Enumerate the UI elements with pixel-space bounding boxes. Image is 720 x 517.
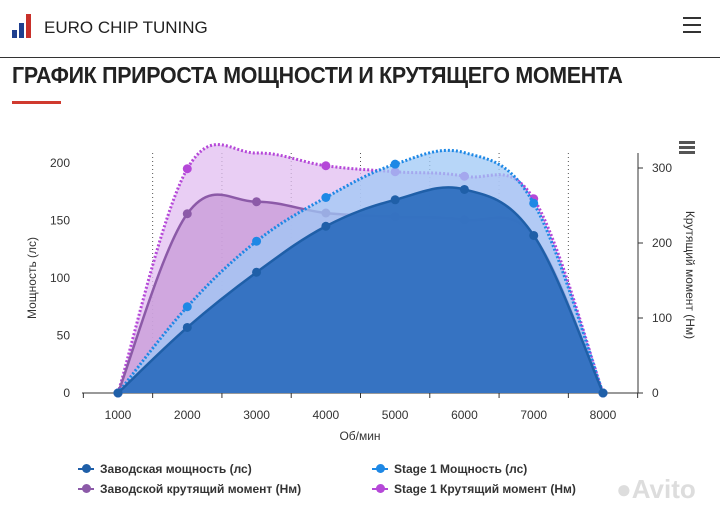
series-2-point [390, 159, 400, 169]
logo-icon [12, 14, 31, 38]
series-3-point [321, 221, 331, 231]
hamburger-menu-icon[interactable] [683, 17, 701, 33]
legend-label: Stage 1 Крутящий момент (Нм) [394, 482, 576, 496]
legend-item-factory-power[interactable]: Заводская мощность (лс) [78, 462, 252, 476]
series-2-point [182, 302, 192, 312]
legend-item-stage1-power[interactable]: Stage 1 Мощность (лс) [372, 462, 527, 476]
y-left-tick-label: 0 [63, 386, 70, 400]
y-left-axis-title: Мощность (лс) [25, 237, 39, 319]
series-0-point [321, 161, 331, 171]
series-3-point [390, 195, 400, 205]
x-tick-label: 6000 [451, 408, 478, 422]
brand-name[interactable]: EURO CHIP TUNING [44, 18, 208, 37]
x-tick-label: 5000 [382, 408, 409, 422]
y-right-tick-label: 200 [652, 236, 672, 250]
x-tick-label: 4000 [313, 408, 340, 422]
x-tick-label: 7000 [520, 408, 547, 422]
series-1-point [182, 209, 192, 219]
y-left-tick-label: 50 [57, 329, 71, 343]
series-3-point [182, 322, 192, 332]
series-1-point [252, 197, 262, 207]
legend-label: Заводская мощность (лс) [100, 462, 252, 476]
series-2-line [116, 148, 605, 394]
series-3-point [529, 230, 539, 240]
title-underline [12, 101, 61, 104]
series-2-point [321, 193, 331, 202]
legend-label: Stage 1 Мощность (лс) [394, 462, 528, 476]
x-tick-label: 2000 [174, 408, 201, 422]
avito-watermark: ●Avito [616, 474, 696, 504]
series-0-point [182, 164, 192, 174]
series-3-line [117, 186, 605, 394]
y-right-tick-label: 300 [652, 161, 672, 175]
header: EURO CHIP TUNING [0, 0, 720, 58]
legend-item-stage1-torque[interactable]: Stage 1 Крутящий момент (Нм) [372, 482, 576, 496]
y-right-tick-label: 0 [652, 386, 659, 400]
x-tick-label: 8000 [590, 408, 617, 422]
legend-label: Заводской крутящий момент (Нм) [100, 482, 302, 496]
series-3-area [118, 187, 603, 393]
legend-item-factory-torque[interactable]: Заводской крутящий момент (Нм) [78, 482, 301, 496]
series-2-point [252, 236, 262, 246]
x-tick-label: 1000 [105, 408, 132, 422]
series-3-point [459, 184, 469, 194]
series-3-point [252, 267, 262, 277]
series-3-point [598, 388, 608, 398]
y-left-tick-label: 150 [50, 214, 70, 228]
x-tick-label: 3000 [243, 408, 270, 422]
y-right-axis-title: Крутящий момент (Нм) [683, 211, 697, 339]
y-left-tick-label: 100 [50, 271, 70, 285]
page-title: ГРАФИК ПРИРОСТА МОЩНОСТИ И КРУТЯЩЕГО МОМ… [12, 62, 623, 88]
series-3-point [113, 388, 123, 398]
series-2-point [529, 198, 539, 208]
chart-menu-icon[interactable] [679, 141, 695, 156]
y-left-tick-label: 200 [50, 156, 70, 170]
y-right-tick-label: 100 [652, 311, 672, 325]
x-axis-title: Об/мин [339, 429, 380, 443]
